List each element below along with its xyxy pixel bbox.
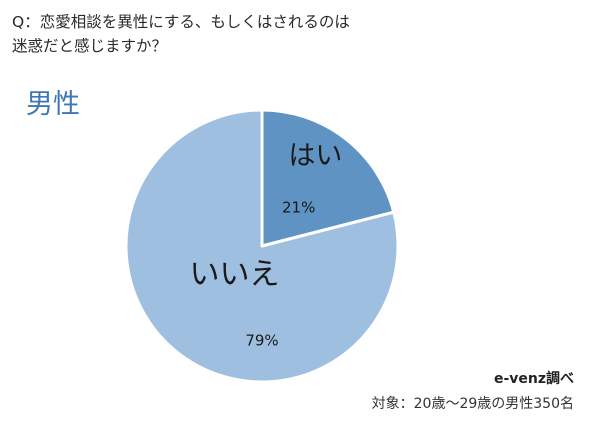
pie-slice-1 [124,108,400,384]
question-text: Q：恋愛相談を異性にする、もしくはされるのは 迷惑だと感じますか？ [12,10,572,58]
source-note: e-venz調べ [493,371,574,387]
question-line-2: 迷惑だと感じますか？ [12,37,168,55]
slice-value-1: 79% [245,332,278,350]
subject-note: 対象：20歳～29歳の男性350名 [371,396,574,412]
pie-slice-0 [260,108,396,248]
slice-value-0: 21% [282,198,315,216]
slice-label-0: はい [288,141,342,172]
slice-label-1: いいえ [189,257,279,292]
question-line-1: Q：恋愛相談を異性にする、もしくはされるのは [12,13,350,31]
group-label: 男性 [26,89,80,120]
